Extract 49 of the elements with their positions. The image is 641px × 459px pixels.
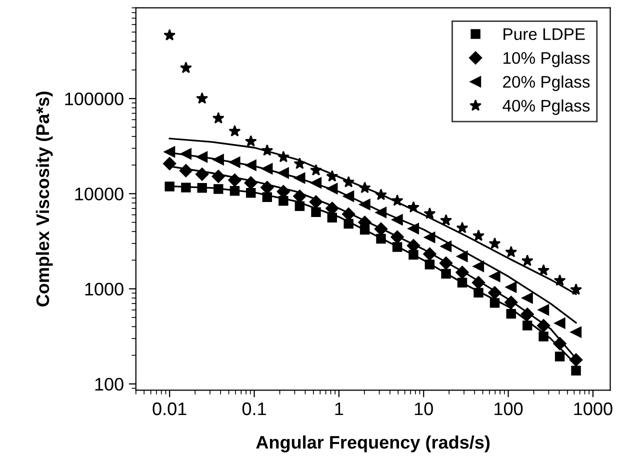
point — [163, 157, 176, 170]
point — [538, 332, 548, 342]
point — [164, 29, 176, 40]
point — [506, 282, 517, 293]
point — [195, 168, 209, 181]
x-tick-label: 1 — [335, 402, 344, 416]
legend-label: 20% Pglass — [503, 76, 590, 92]
point — [472, 230, 484, 241]
y-tick-label: 100 — [95, 378, 124, 391]
point — [244, 135, 257, 147]
point — [570, 283, 582, 295]
point — [196, 92, 208, 104]
point — [440, 214, 452, 226]
point — [538, 264, 550, 276]
y-tick-label: 1000 — [85, 282, 124, 296]
point — [456, 222, 468, 234]
point — [488, 237, 501, 249]
y-tick-label: 10000 — [75, 188, 124, 200]
point — [554, 352, 565, 362]
point — [180, 62, 192, 74]
point — [212, 112, 224, 124]
y-axis-title: Complex Viscosity (Pa*s) — [36, 92, 53, 306]
point — [554, 274, 566, 286]
point — [181, 182, 191, 192]
point — [456, 250, 468, 262]
point — [570, 326, 582, 338]
x-tick-label: 100 — [494, 402, 523, 416]
x-tick-label: 1000 — [574, 402, 612, 416]
legend-label: Pure LDPE — [504, 28, 585, 40]
y-tick-label: 100000 — [65, 92, 124, 106]
x-tick-label: 0.01 — [152, 402, 186, 416]
x-tick-label: 10 — [414, 402, 433, 416]
point — [571, 366, 581, 376]
legend-label: 10% Pglass — [503, 52, 590, 68]
legend-label: 40% Pglass — [502, 99, 590, 115]
point — [554, 318, 566, 329]
point — [489, 270, 500, 282]
point — [505, 246, 518, 258]
point — [522, 320, 532, 330]
point — [472, 260, 484, 272]
point — [228, 125, 241, 136]
x-tick-label: 0.1 — [242, 402, 266, 416]
point — [506, 308, 516, 319]
point — [164, 182, 174, 192]
point — [197, 183, 207, 193]
point — [521, 254, 534, 266]
point — [538, 304, 550, 316]
x-axis-title: Angular Frequency (rads/s) — [256, 435, 490, 452]
point — [522, 292, 533, 304]
